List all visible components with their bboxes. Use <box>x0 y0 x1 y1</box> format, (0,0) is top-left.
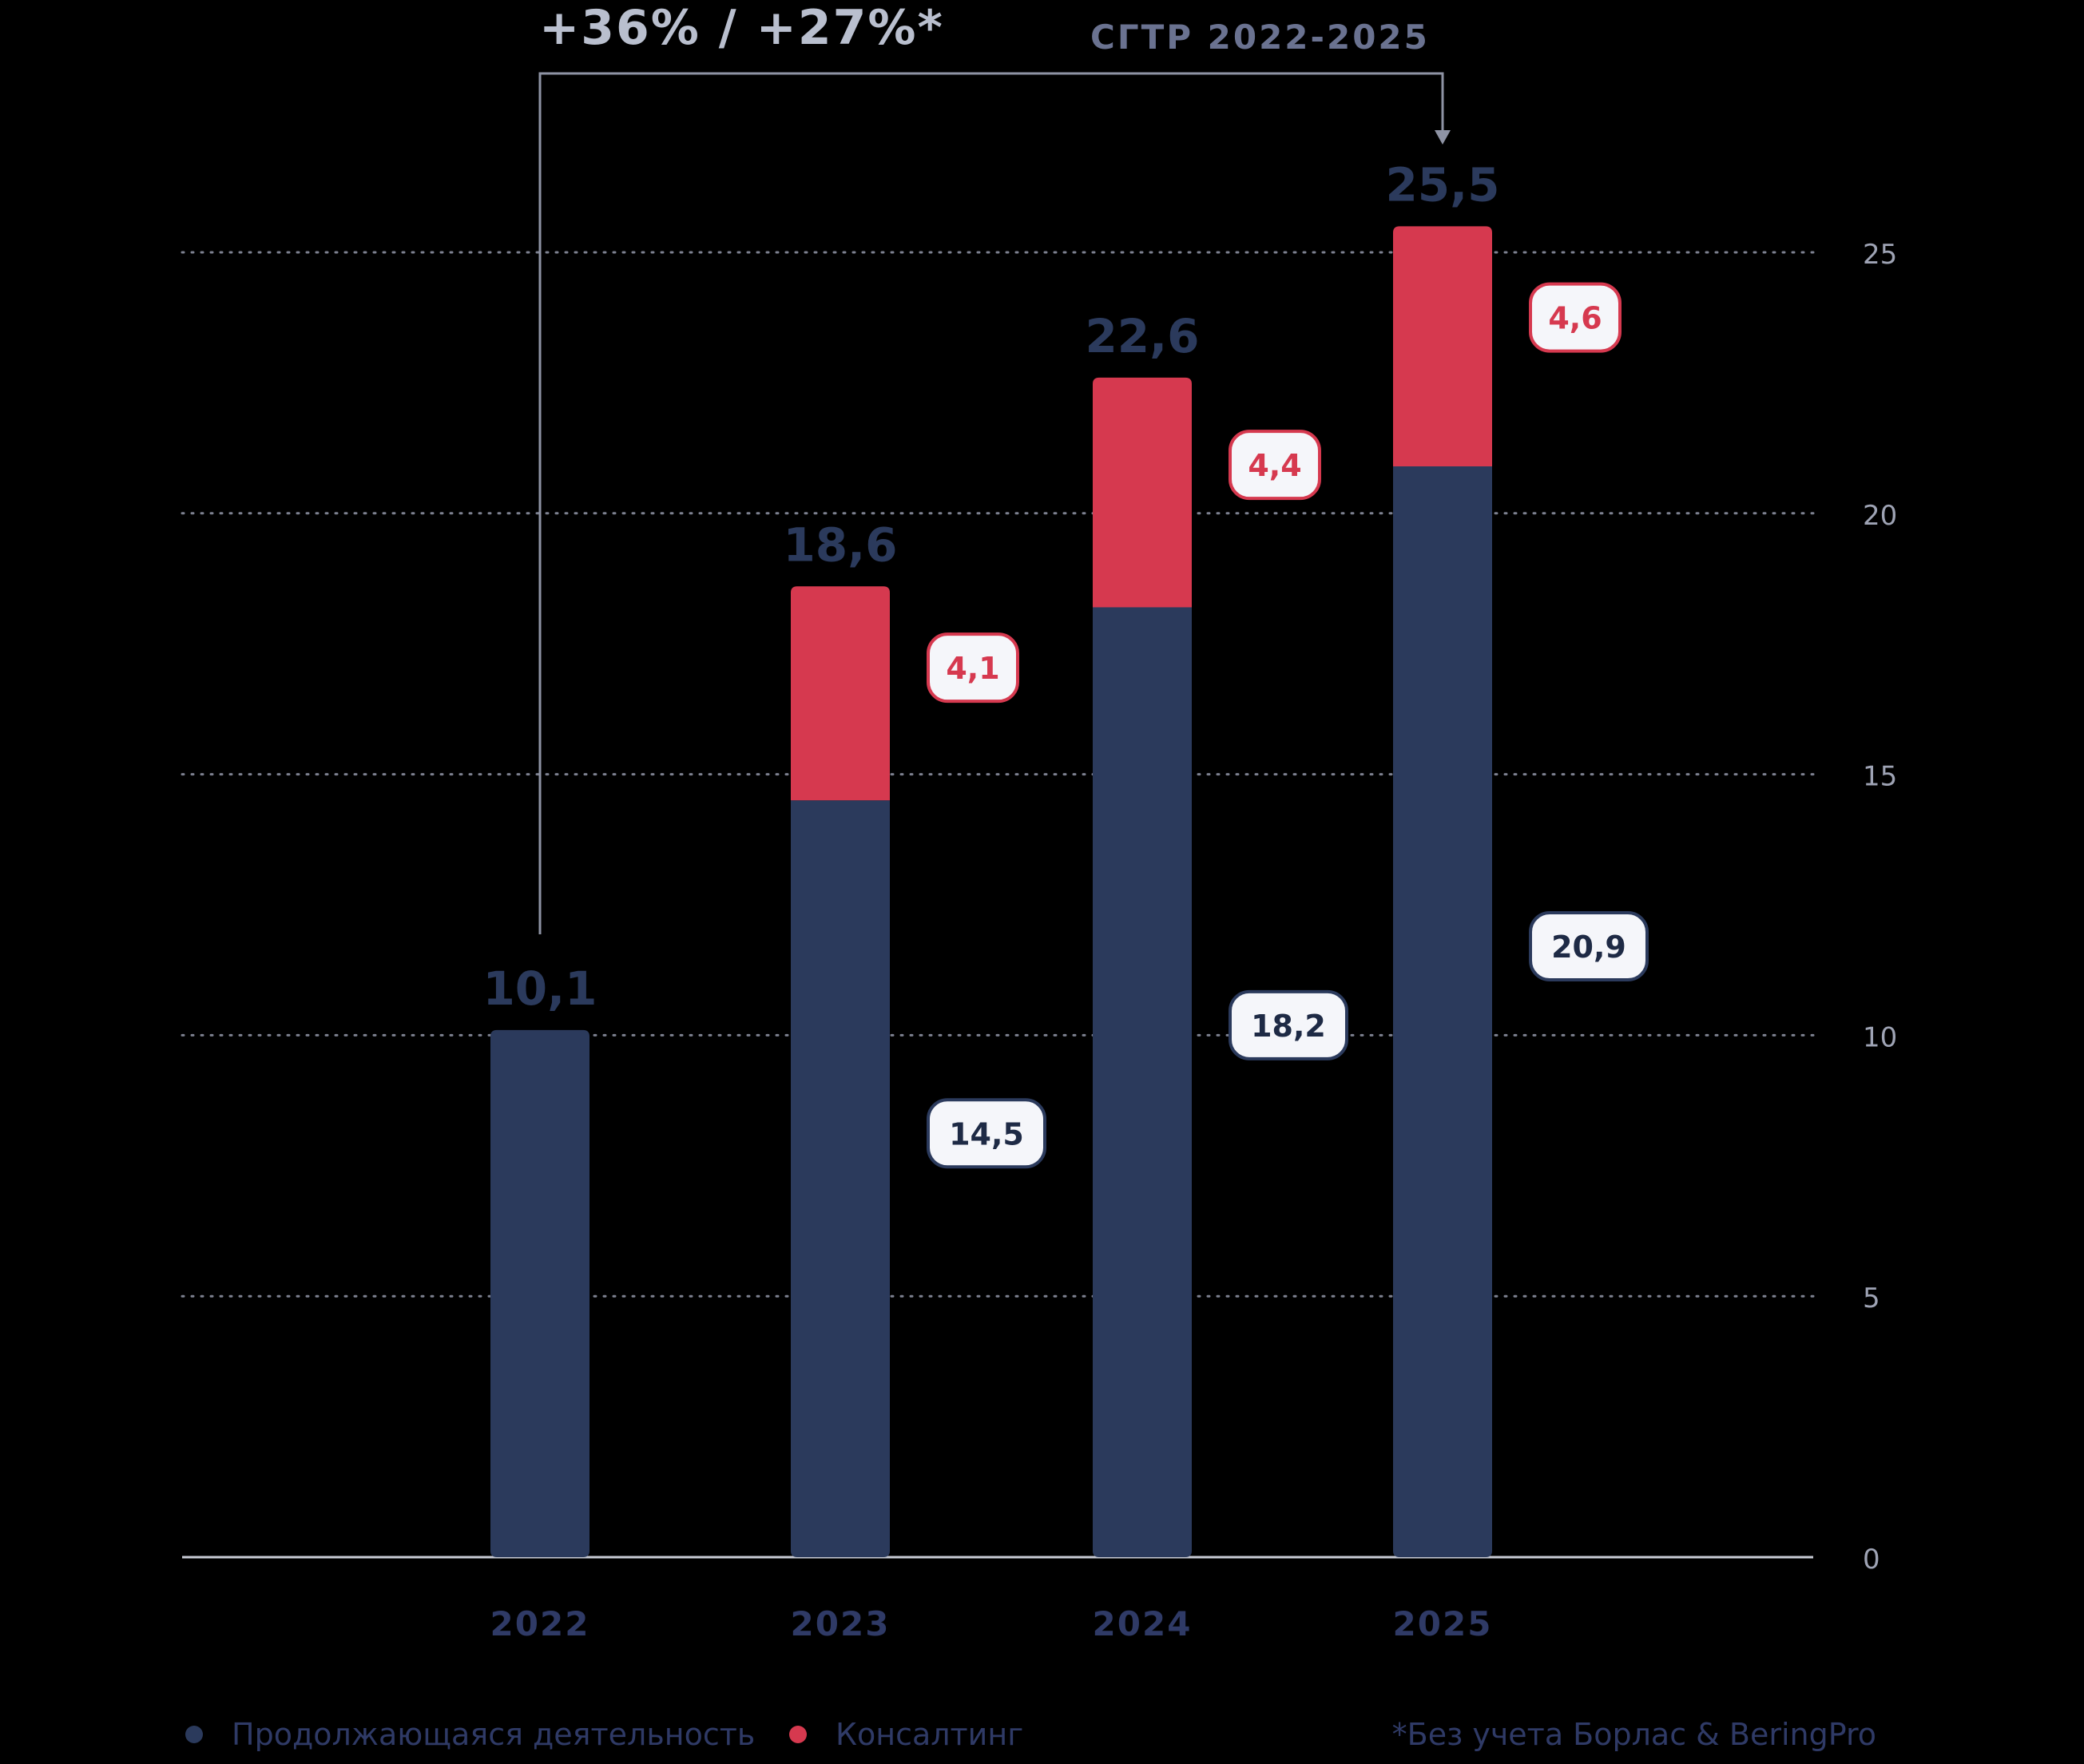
legend-label-consulting: Консалтинг <box>836 1717 1024 1752</box>
total-label-2024: 22,6 <box>1085 309 1199 363</box>
data-label-continuing-2024-value: 18,2 <box>1251 1009 1326 1044</box>
total-label-2023: 18,6 <box>783 517 897 572</box>
legend-label-continuing: Продолжающаяся деятельность <box>232 1717 756 1752</box>
bar-consulting-2023 <box>791 586 890 801</box>
y-tick-label: 5 <box>1863 1282 1880 1314</box>
data-label-consulting-2024-pill <box>1229 430 1321 501</box>
data-label-consulting-2023-value: 4,1 <box>946 651 999 686</box>
bar-consulting-2024 <box>1093 377 1192 608</box>
bar-consulting-2025 <box>1393 226 1492 466</box>
y-tick-label: 10 <box>1863 1021 1897 1053</box>
data-label-consulting-2025-value: 4,6 <box>1548 301 1602 336</box>
footnote: *Без учета Борлас & BeringPro <box>1391 1717 1876 1752</box>
data-label-continuing-2025-value: 20,9 <box>1551 930 1626 965</box>
bar-continuing-2025 <box>1393 466 1492 1557</box>
data-label-consulting-2024-value: 4,4 <box>1248 448 1301 483</box>
cagr-bracket-line <box>538 72 1444 934</box>
legend-item-continuing: Продолжающаяся деятельность <box>185 1717 755 1752</box>
legend-dot-consulting <box>789 1726 807 1743</box>
cagr-value: +36% / +27%* <box>539 0 944 56</box>
data-label-continuing-2023-value: 14,5 <box>949 1116 1024 1152</box>
data-label-continuing-2023-pill <box>927 1098 1046 1169</box>
cagr-arrowhead-icon <box>1435 130 1451 145</box>
data-label-continuing-2025-pill <box>1529 911 1649 982</box>
category-label-2025: 2025 <box>1393 1604 1493 1643</box>
data-label-consulting-2025-pill <box>1529 282 1622 353</box>
category-label-2023: 2023 <box>791 1604 891 1643</box>
bar-continuing-2023 <box>791 800 890 1557</box>
y-tick-label: 0 <box>1863 1544 1880 1576</box>
total-label-2022: 10,1 <box>482 961 597 1016</box>
legend-item-consulting: Консалтинг <box>789 1717 1023 1752</box>
bar-continuing-2024 <box>1093 607 1192 1557</box>
total-label-2025: 25,5 <box>1385 157 1499 212</box>
category-label-2024: 2024 <box>1093 1604 1193 1643</box>
y-tick-label: 25 <box>1863 239 1897 271</box>
category-label-2022: 2022 <box>490 1604 590 1643</box>
legend-dot-continuing <box>185 1726 203 1743</box>
y-tick-label: 20 <box>1863 500 1897 532</box>
cagr-label: СГТР 2022-2025 <box>1090 18 1430 57</box>
data-label-continuing-2024-pill <box>1229 989 1348 1060</box>
data-label-consulting-2023-pill <box>927 632 1019 704</box>
bar-continuing-2022 <box>490 1029 589 1557</box>
y-tick-label: 15 <box>1863 761 1897 793</box>
